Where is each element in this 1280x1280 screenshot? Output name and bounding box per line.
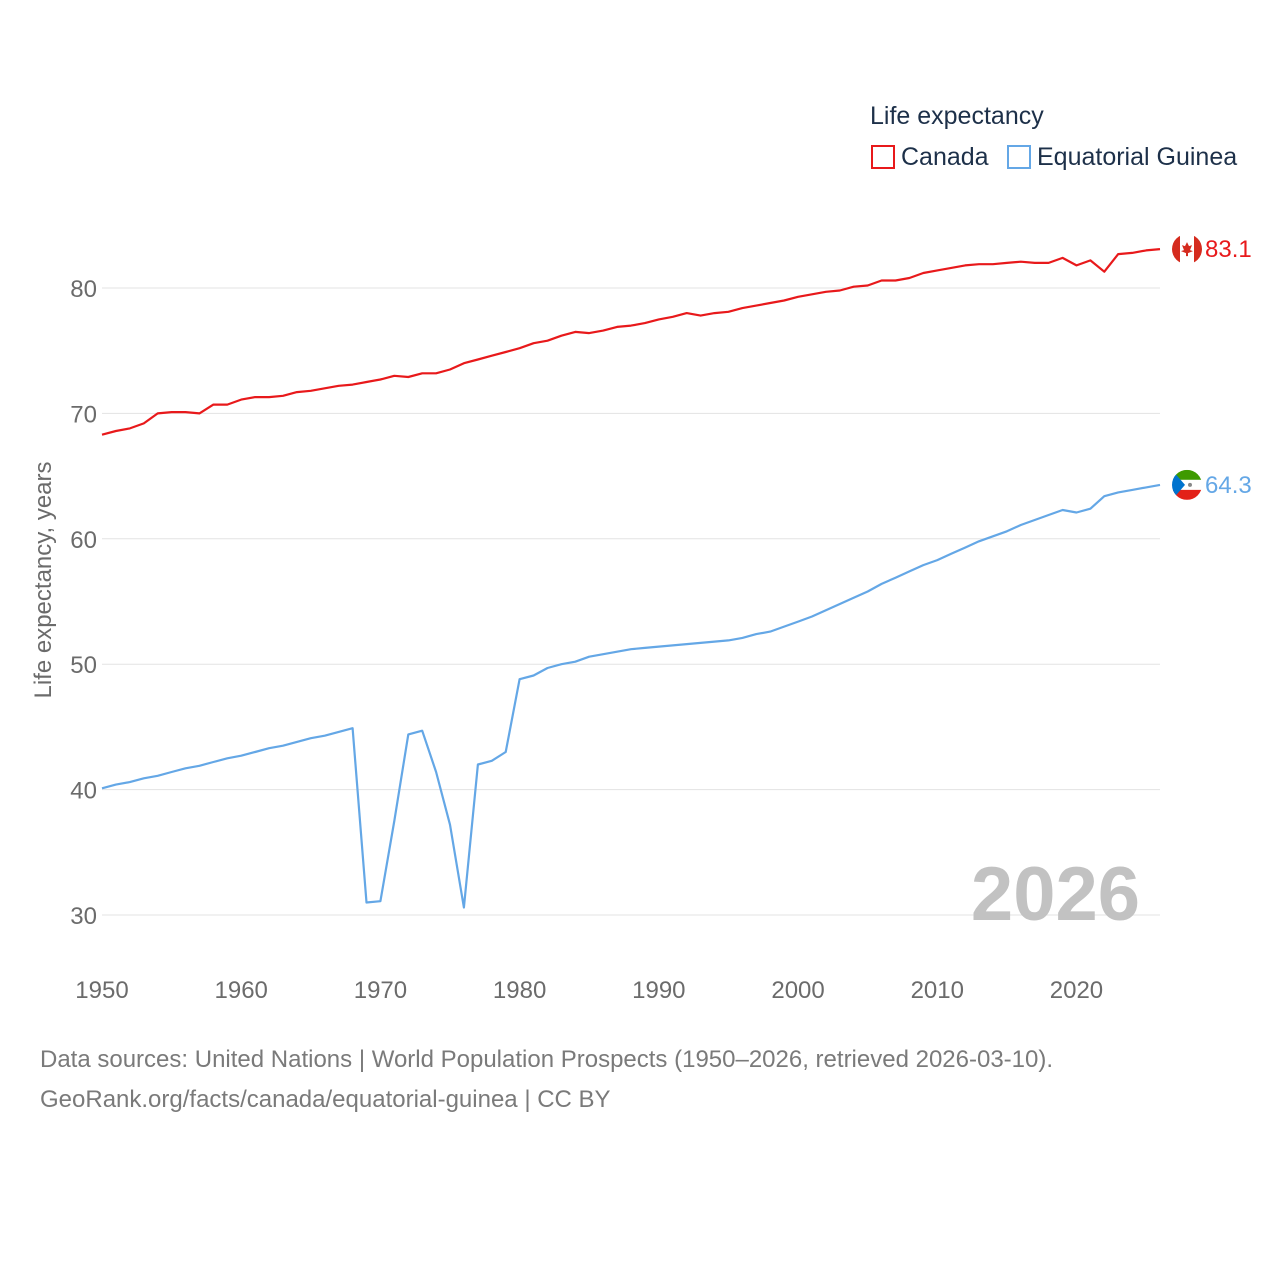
- equatorial-guinea-flag-icon: [1172, 469, 1202, 500]
- legend-label-equatorial-guinea: Equatorial Guinea: [1037, 143, 1237, 171]
- legend-swatch-equatorial-guinea: [1007, 145, 1031, 169]
- x-tick-label: 1960: [215, 977, 268, 1004]
- y-tick-label: 40: [70, 778, 97, 805]
- x-tick-label: 1990: [632, 977, 685, 1004]
- legend-label-canada: Canada: [901, 143, 989, 171]
- line-chart: 30 40 50 60 70 80 1950 1960 1970 1980 1990 2000 201…: [30, 102, 1252, 1004]
- x-tick-label: 1950: [75, 977, 128, 1004]
- source-credit: Data sources: United Nations | World Pop…: [40, 1046, 1054, 1073]
- end-value-label-0: 83.1: [1205, 236, 1252, 263]
- x-tick-label: 2000: [771, 977, 824, 1004]
- series-line-0: [101, 248, 1161, 436]
- x-tick-label: 2010: [911, 977, 964, 1004]
- canada-flag-icon: [1172, 234, 1202, 265]
- x-axis-ticks: 1950 1960 1970 1980 1990 2000 2010 2020: [75, 977, 1103, 1004]
- series-lines: [101, 248, 1161, 909]
- legend-title: Life expectancy: [870, 102, 1044, 130]
- x-tick-label: 2020: [1050, 977, 1103, 1004]
- y-axis-ticks: 30 40 50 60 70 80: [70, 276, 97, 930]
- source-link: GeoRank.org/facts/canada/equatorial-guin…: [40, 1086, 611, 1113]
- series-line-1: [101, 483, 1161, 909]
- series-end-labels: 83.1 64.3: [1172, 234, 1252, 500]
- year-watermark: 2026: [971, 852, 1140, 937]
- y-tick-label: 50: [70, 652, 97, 679]
- end-value-label-1: 64.3: [1205, 472, 1252, 499]
- y-tick-label: 60: [70, 527, 97, 554]
- legend: Life expectancy Canada Equatorial Guinea: [870, 102, 1237, 171]
- y-axis-label: Life expectancy, years: [30, 461, 57, 698]
- y-tick-label: 30: [70, 903, 97, 930]
- gridlines: [102, 287, 1160, 916]
- x-tick-label: 1980: [493, 977, 546, 1004]
- y-tick-label: 70: [70, 401, 97, 428]
- y-tick-label: 80: [70, 276, 97, 303]
- legend-swatch-canada: [871, 145, 895, 169]
- x-tick-label: 1970: [354, 977, 407, 1004]
